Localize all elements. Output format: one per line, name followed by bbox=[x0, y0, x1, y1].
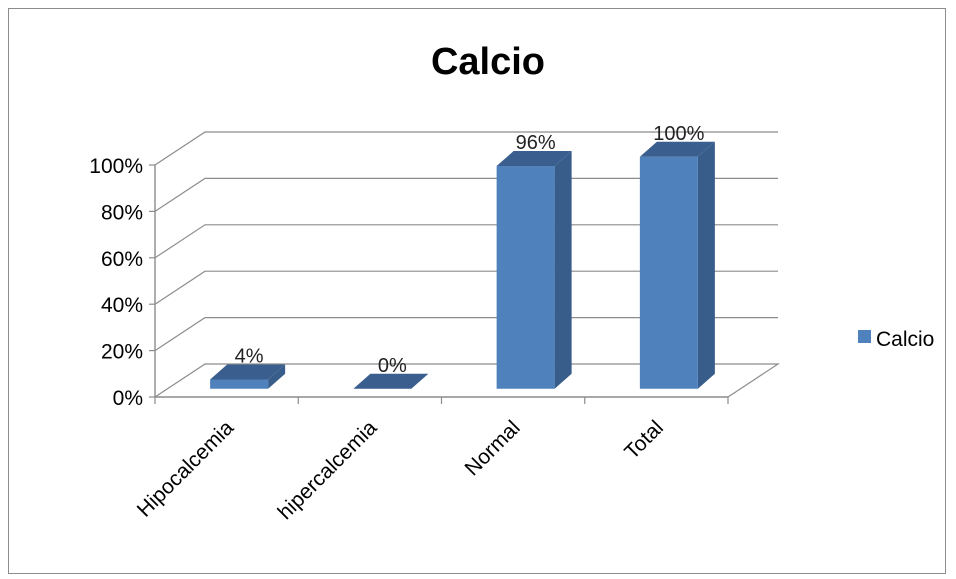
y-tick-labels: 0% 20% 40% 60% 80% 100% bbox=[89, 155, 143, 410]
plot-walls bbox=[154, 363, 780, 398]
floor bbox=[154, 363, 780, 398]
gridlines bbox=[154, 131, 778, 352]
bar bbox=[210, 364, 286, 389]
legend-swatch bbox=[858, 330, 871, 343]
legend-label: Calcio bbox=[876, 328, 934, 351]
category-label: hipercalcemia bbox=[274, 416, 382, 524]
y-tick-label: 60% bbox=[101, 248, 143, 271]
bars bbox=[210, 141, 715, 389]
y-tick-label: 40% bbox=[101, 294, 143, 317]
gridline bbox=[154, 224, 778, 259]
y-tick-label: 20% bbox=[101, 341, 143, 364]
bar bbox=[496, 151, 572, 389]
bar-top bbox=[496, 151, 572, 167]
axes bbox=[149, 164, 729, 404]
data-labels: 4% 0% 96% 100% bbox=[235, 123, 705, 377]
gridline bbox=[154, 270, 778, 305]
y-tick-label: 100% bbox=[89, 155, 143, 178]
gridline bbox=[154, 131, 778, 166]
bar-front bbox=[210, 379, 269, 389]
legend: Calcio bbox=[858, 328, 934, 351]
bar bbox=[639, 141, 715, 389]
bar-top bbox=[210, 364, 286, 380]
bar-top bbox=[353, 373, 429, 389]
chart-frame bbox=[8, 8, 946, 574]
bar-side bbox=[554, 151, 572, 389]
bar-side bbox=[268, 364, 286, 389]
gridline bbox=[154, 317, 778, 352]
bar-front bbox=[639, 156, 698, 389]
chart-title: Calcio bbox=[431, 41, 545, 83]
category-label: Hipocalcemia bbox=[133, 416, 239, 522]
gridline bbox=[154, 177, 778, 212]
data-label: 96% bbox=[516, 132, 556, 154]
bar-top bbox=[639, 141, 715, 157]
bar bbox=[353, 373, 429, 389]
category-label: Total bbox=[620, 416, 668, 464]
data-label: 4% bbox=[235, 345, 264, 367]
category-label: Normal bbox=[461, 416, 525, 480]
y-tick-label: 80% bbox=[101, 201, 143, 224]
data-label: 0% bbox=[378, 355, 407, 377]
data-label: 100% bbox=[653, 123, 704, 145]
y-tick-label: 0% bbox=[113, 387, 143, 410]
bar-front bbox=[496, 166, 555, 389]
bar-side bbox=[697, 141, 715, 389]
category-labels: Hipocalcemia hipercalcemia Normal Total bbox=[133, 416, 668, 524]
